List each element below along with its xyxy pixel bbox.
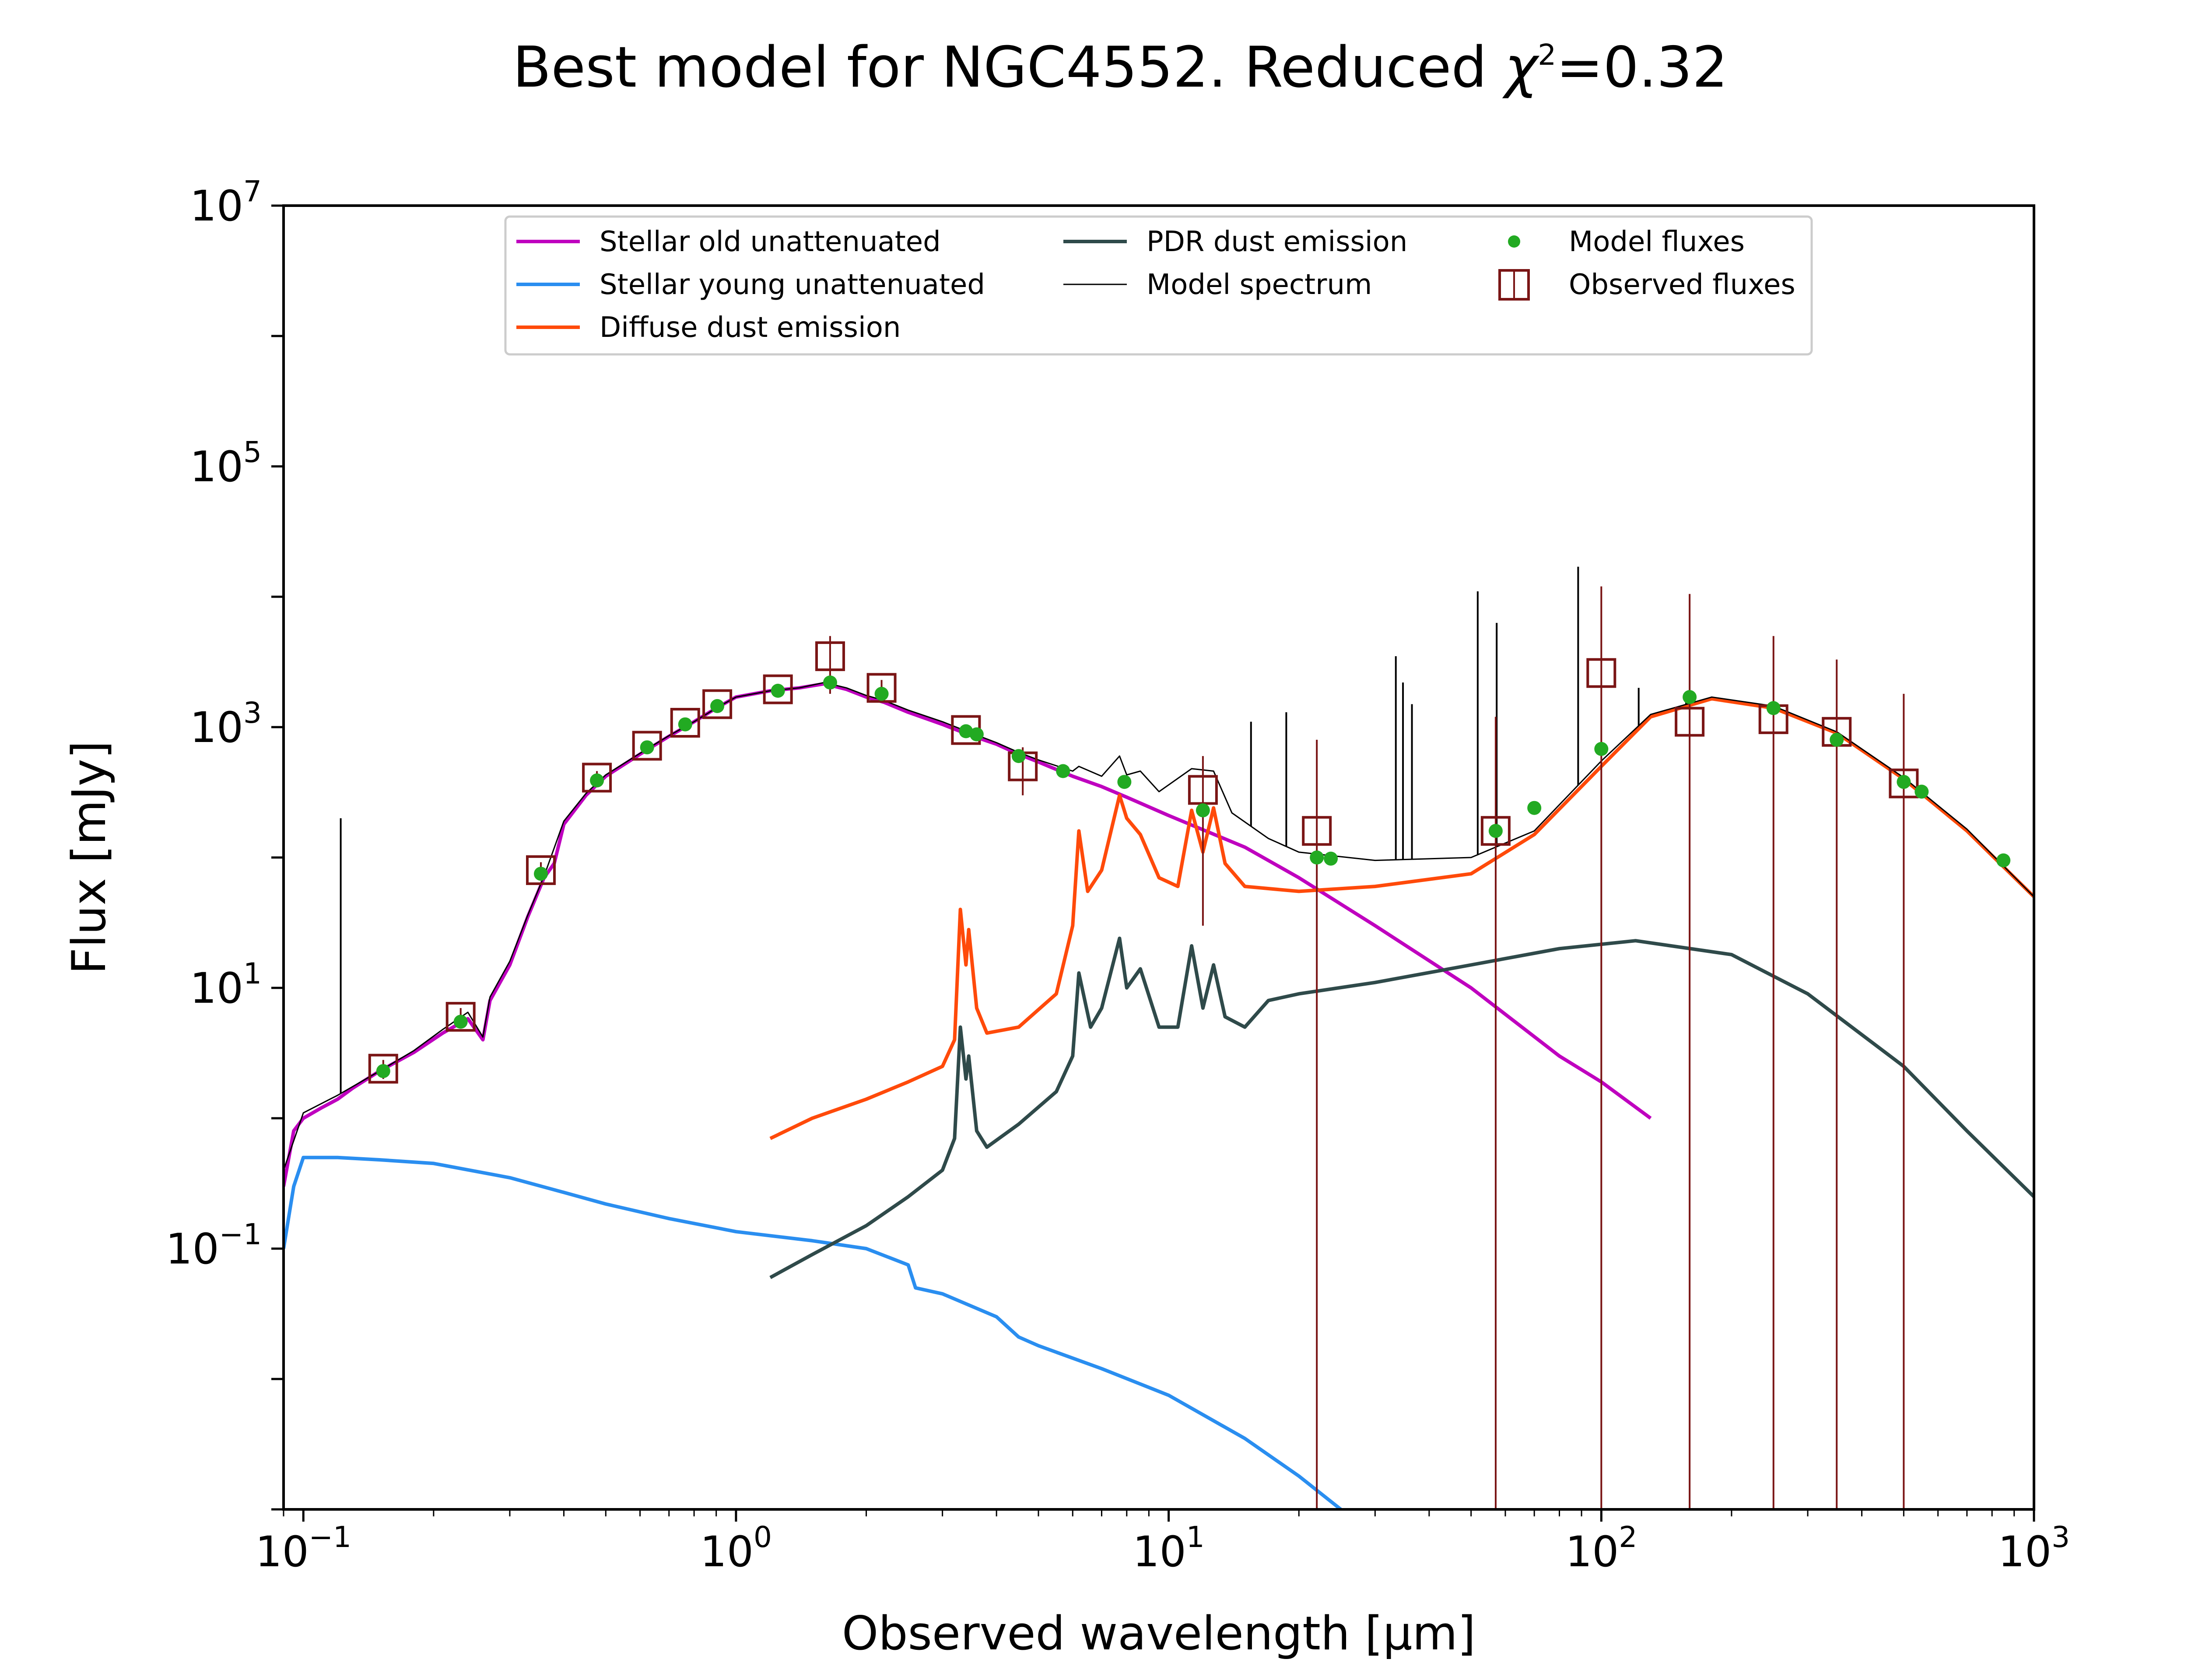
legend-label-observed-fluxes: Observed fluxes [1569,269,1795,301]
legend-label-model-fluxes: Model fluxes [1569,226,1745,258]
model-flux-point [1830,732,1844,747]
model-flux-point [1011,749,1026,763]
model-flux-point [678,717,692,732]
title-sup: 2 [1538,38,1556,72]
observed-flux-marker [670,708,700,738]
model-flux-point [969,727,984,742]
model-flux-point [823,676,837,690]
y-tick-label: 103 [190,696,262,752]
model-flux-point [1766,701,1781,715]
observed-flux-marker [632,731,662,761]
y-tick-label: 10−1 [166,1218,262,1274]
model-flux-point [376,1064,390,1078]
observed-flux-marker [526,855,556,885]
y-axis-label: Flux [mJy] [62,741,116,974]
chart-title: Best model for NGC4552. Reduced χ2=0.32 [513,35,1728,100]
model-flux-point [1914,784,1929,799]
x-tick-label: 10−1 [256,1520,351,1576]
model-flux-point [1324,851,1338,866]
axis-layer: 10−1 100 101 102 103 10−1 101 103 105 107 [166,175,2070,1576]
model-flux-point [1996,853,2011,868]
legend: Stellar old unattenuated Stellar young u… [504,215,1813,356]
observed-flux-marker [1586,658,1616,688]
series-line-pdr-dust-emission [769,936,2034,1279]
title-chi: χ [1502,35,1539,100]
title-suffix: =0.32 [1556,35,1728,100]
model-flux-point [1488,824,1503,838]
x-tick-label: 103 [1998,1520,2070,1576]
model-flux-point [534,867,548,881]
series-layer [284,567,2034,1509]
x-axis-label: Observed wavelength [μm] [842,1606,1476,1660]
observed-flux-marker [1302,816,1332,846]
legend-label-stellar-old: Stellar old unattenuated [600,226,941,258]
series-line-diffuse-dust-emission [769,697,2034,1140]
model-flux-point [1527,801,1542,815]
series-line-model-spectrum [284,682,2034,1171]
legend-swatch-model-fluxes [1508,235,1520,248]
y-tick-label: 107 [190,175,262,231]
model-flux-point [1594,742,1609,756]
observed-flux-marker [702,689,733,719]
observed-flux-marker [815,641,845,671]
observed-flux-marker [1480,816,1511,846]
model-flux-point [590,773,604,788]
series-line-stellar-young-unattenuated [284,1155,1342,1509]
legend-frame [504,215,1813,356]
model-flux-point [771,683,785,698]
legend-label-stellar-young: Stellar young unattenuated [600,269,985,301]
observed-flux-marker [866,673,897,703]
observed-flux-marker [368,1054,398,1084]
title-prefix: Best model for NGC4552. Reduced [513,35,1505,100]
x-tick-label: 102 [1565,1520,1637,1576]
model-flux-point [453,1015,468,1029]
x-tick-label: 100 [700,1520,772,1576]
y-tick-label: 101 [190,957,262,1013]
model-flux-point [640,740,654,755]
model-flux-point [1683,690,1697,704]
model-flux-point [1196,803,1210,818]
x-tick-label: 101 [1133,1520,1205,1576]
model-flux-point [1897,775,1911,789]
points-layer [368,586,2011,1509]
model-flux-point [1117,775,1132,789]
legend-label-diffuse-dust: Diffuse dust emission [600,312,901,344]
legend-label-pdr-dust: PDR dust emission [1147,226,1407,258]
model-flux-point [959,724,973,738]
model-flux-point [1056,764,1070,778]
observed-flux-marker [763,674,793,704]
model-flux-point [710,699,725,713]
model-flux-point [874,686,889,701]
observed-flux-marker [582,763,612,793]
model-flux-point [1310,850,1324,864]
y-tick-label: 105 [190,435,262,491]
legend-label-model-spectrum: Model spectrum [1147,269,1372,301]
observed-flux-marker [1675,707,1705,737]
observed-flux-marker [445,1002,476,1032]
observed-flux-marker [1889,768,1919,798]
